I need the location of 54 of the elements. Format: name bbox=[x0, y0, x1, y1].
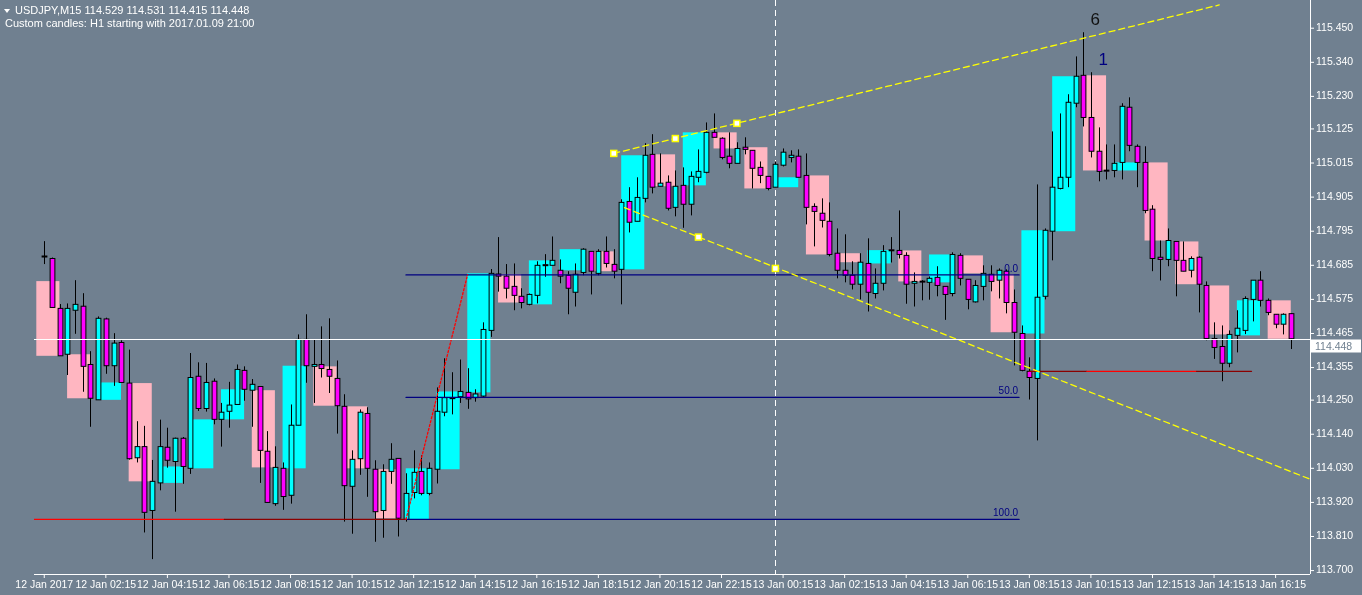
x-tick-label: 13 Jan 08:15 bbox=[998, 578, 1060, 590]
y-tick-label: 115.340 bbox=[1316, 55, 1354, 68]
x-tick-label: 12 Jan 14:15 bbox=[444, 578, 506, 590]
x-tick-label: 13 Jan 00:15 bbox=[752, 578, 814, 590]
text: Custom candles: H1 starting with 2017.01.09 21:00 bbox=[5, 17, 255, 29]
x-tick-label: 13 Jan 02:15 bbox=[814, 578, 876, 590]
x-tick-label: 12 Jan 12:15 bbox=[383, 578, 445, 590]
y-tick-label: 114.795 bbox=[1316, 223, 1354, 236]
annotation: 1 bbox=[1098, 49, 1108, 69]
y-tick-label: 115.125 bbox=[1316, 121, 1354, 134]
point bbox=[671, 134, 680, 143]
y-tick-label: 113.700 bbox=[1316, 563, 1354, 576]
y-tick-label: 114.355 bbox=[1316, 360, 1354, 373]
candlestick bbox=[41, 240, 48, 265]
series-label: 50.0 bbox=[998, 385, 1019, 397]
x-tick-label: 13 Jan 14:15 bbox=[1183, 578, 1245, 590]
x-tick-label: 13 Jan 04:15 bbox=[875, 578, 937, 590]
y-tick-label: 114.685 bbox=[1316, 258, 1354, 271]
x-tick-label: 12 Jan 22:15 bbox=[691, 578, 753, 590]
series-label: 0.0 bbox=[1004, 262, 1019, 274]
chart-title: USDJPY,M15 114.529 114.531 114.415 114.448 bbox=[15, 4, 250, 16]
ref-line-label: 114.448 bbox=[1315, 339, 1353, 352]
x-tick-label: 13 Jan 06:15 bbox=[937, 578, 999, 590]
y-tick-label: 114.905 bbox=[1316, 189, 1354, 202]
x-tick-label: 12 Jan 20:15 bbox=[629, 578, 691, 590]
x-tick-label: 13 Jan 12:15 bbox=[1122, 578, 1184, 590]
candlestick bbox=[819, 197, 826, 228]
x-tick-label: 13 Jan 16:15 bbox=[1245, 578, 1307, 590]
y-tick-label: 114.140 bbox=[1316, 427, 1354, 439]
y-tick-label: 114.250 bbox=[1316, 392, 1354, 405]
candlestick bbox=[326, 317, 333, 394]
annotation: 6 bbox=[1090, 9, 1100, 29]
y-tick-label: 114.465 bbox=[1316, 326, 1354, 339]
y-tick-label: 115.450 bbox=[1316, 20, 1354, 33]
x-tick-label: 13 Jan 10:15 bbox=[1060, 578, 1122, 590]
x-tick-label: 12 Jan 02:15 bbox=[75, 578, 137, 590]
x-tick-label: 12 Jan 04:15 bbox=[137, 578, 198, 590]
y-tick-label: 113.920 bbox=[1316, 495, 1354, 508]
y-tick-label: 113.810 bbox=[1316, 529, 1354, 542]
x-tick-label: 12 Jan 18:15 bbox=[568, 578, 629, 590]
y-tick-label: 115.230 bbox=[1316, 89, 1354, 102]
y-tick-label: 115.015 bbox=[1316, 155, 1354, 168]
point bbox=[610, 149, 618, 158]
y-tick-label: 114.575 bbox=[1316, 292, 1354, 305]
x-tick-label: 12 Jan 16:15 bbox=[506, 578, 568, 590]
point bbox=[733, 119, 741, 128]
x-tick-label: 12 Jan 08:15 bbox=[260, 578, 322, 590]
y-tick-label: 114.030 bbox=[1316, 461, 1354, 474]
point bbox=[694, 233, 703, 241]
x-tick-label: 12 Jan 06:15 bbox=[198, 578, 260, 590]
series-label: 100.0 bbox=[993, 507, 1019, 519]
x-tick-label: 12 Jan 2017 bbox=[15, 578, 74, 590]
x-tick-label: 12 Jan 10:15 bbox=[321, 578, 383, 590]
point bbox=[771, 264, 780, 273]
